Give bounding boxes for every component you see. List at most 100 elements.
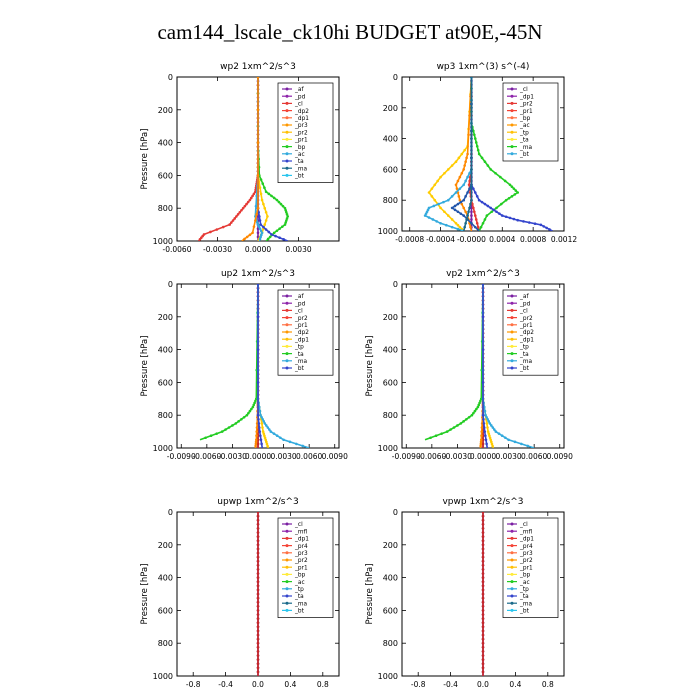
legend-marker [510, 145, 514, 149]
series-marker [265, 440, 268, 444]
series-marker [459, 422, 463, 425]
series-marker [476, 148, 480, 152]
series-marker [254, 190, 257, 194]
series-marker [482, 426, 486, 429]
legend-entry: _pr1 [294, 138, 308, 144]
series-marker [485, 415, 488, 419]
panel-title: wp3 1xm^(3) s^(-4) [437, 62, 530, 72]
series-marker [465, 218, 468, 221]
series-marker [464, 179, 467, 183]
series-marker [445, 223, 448, 227]
series-marker [439, 222, 442, 225]
series-marker [467, 415, 471, 419]
series-marker [460, 152, 464, 156]
legend-entry: _pr2 [519, 558, 533, 564]
series-marker [209, 434, 213, 438]
series-marker [485, 442, 488, 446]
series-marker [281, 204, 285, 208]
series-marker [459, 200, 463, 204]
legend-entry: _af [519, 294, 529, 300]
series-marker [470, 77, 473, 79]
series-marker [227, 426, 231, 429]
y-tick-label: 1000 [378, 227, 398, 236]
series-marker [260, 198, 264, 202]
legend-entry: _dp1 [294, 537, 309, 543]
series-marker [209, 230, 212, 234]
series-marker [489, 206, 493, 210]
series-marker [281, 225, 284, 228]
x-tick-label: 0.0090 [322, 452, 348, 461]
series-group [256, 512, 260, 676]
series-marker [479, 438, 483, 442]
series-marker [252, 192, 256, 196]
series-marker [262, 202, 265, 206]
series-marker [256, 535, 260, 538]
series-marker [492, 208, 495, 212]
series-marker [495, 210, 498, 214]
series-line-dp1 [424, 284, 484, 441]
legend-marker [285, 359, 289, 363]
series-marker [470, 210, 473, 214]
legend-entry: _pr2 [294, 130, 308, 136]
series-marker [468, 187, 471, 190]
legend-marker [285, 294, 289, 298]
series-marker [256, 617, 260, 620]
series-marker [450, 206, 454, 210]
series-marker [256, 646, 260, 649]
series-marker [258, 215, 261, 218]
series-marker [252, 225, 256, 228]
series-marker [278, 227, 281, 230]
x-tick-label: -0.0060 [417, 452, 446, 461]
legend-marker [285, 594, 289, 598]
series-marker [256, 633, 260, 637]
series-marker [483, 218, 487, 221]
y-tick-label: 200 [158, 313, 173, 322]
series-marker [429, 436, 432, 440]
series-marker [257, 426, 261, 429]
series-marker [458, 225, 462, 229]
series-marker [252, 403, 256, 407]
series-marker [499, 175, 502, 179]
y-tick-label: 800 [383, 411, 398, 420]
series-marker [264, 438, 267, 442]
series-marker [256, 223, 260, 226]
legend-marker [285, 145, 289, 149]
legend-entry: _ma [294, 166, 308, 172]
series-marker [481, 670, 485, 674]
y-tick-label: 600 [383, 165, 398, 174]
series-marker [464, 222, 467, 225]
legend-marker [510, 101, 514, 105]
series-marker [256, 662, 260, 665]
series-marker [434, 434, 438, 438]
legend-entry: _af [294, 87, 304, 93]
legend-marker [285, 551, 289, 555]
x-tick-label: -0.0030 [218, 452, 247, 461]
series-marker [477, 403, 481, 407]
series-marker [256, 174, 260, 177]
legend-marker [510, 594, 514, 598]
series-marker [491, 426, 495, 429]
series-marker [256, 108, 260, 112]
series-marker [512, 187, 516, 190]
legend-entry: _cl [294, 309, 303, 315]
series-marker [256, 547, 260, 551]
series-marker [446, 214, 450, 217]
x-tick-label: -0.4 [443, 680, 458, 689]
legend-entry: _pr1 [519, 109, 533, 115]
legend-entry: _ma [294, 359, 308, 365]
series-marker [490, 440, 493, 444]
series-marker [482, 422, 486, 425]
series-marker [481, 576, 485, 579]
series-marker [256, 206, 260, 210]
series-marker [498, 212, 501, 215]
y-tick-label: 0 [393, 73, 398, 82]
x-tick-label: 0.0 [252, 680, 264, 689]
series-marker [220, 430, 224, 433]
series-marker [503, 179, 507, 183]
legend-entry: _ma [519, 145, 533, 151]
series-marker [255, 426, 259, 429]
series-marker [481, 539, 485, 542]
series-marker [469, 225, 472, 229]
x-tick-label: -0.0060 [163, 245, 192, 254]
series-line-pr2 [427, 77, 473, 231]
